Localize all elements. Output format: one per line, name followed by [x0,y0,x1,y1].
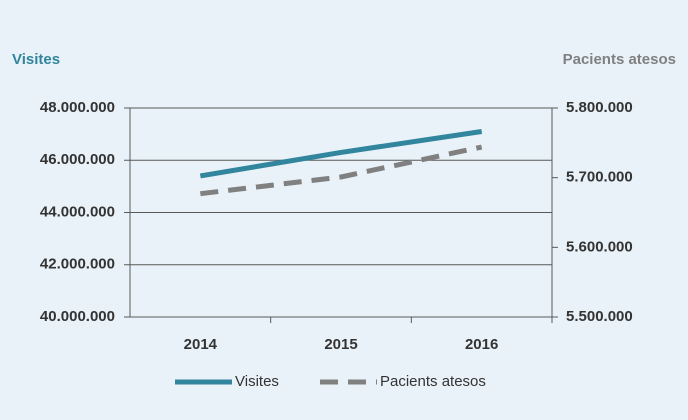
y2-axis-title: Pacients atesos [563,51,676,68]
y-tick-label: 46.000.000 [40,151,115,168]
legend-label: Pacients atesos [380,373,486,390]
y-tick-label: 40.000.000 [40,308,115,325]
y-axis-title: Visites [12,51,60,68]
y2-tick-label: 5.500.000 [566,308,633,325]
y2-tick-label: 5.600.000 [566,238,633,255]
x-tick-label: 2015 [324,336,357,353]
series-line [200,144,483,197]
x-tick-label: 2014 [184,336,218,353]
y2-tick-label: 5.700.000 [566,169,633,186]
y-tick-label: 42.000.000 [40,256,115,273]
x-tick-label: 2016 [465,336,498,353]
y-tick-label: 48.000.000 [40,99,115,116]
legend-label: Visites [235,373,279,390]
y2-tick-label: 5.800.000 [566,99,633,116]
y-tick-label: 44.000.000 [40,203,115,220]
series-line [199,129,483,179]
